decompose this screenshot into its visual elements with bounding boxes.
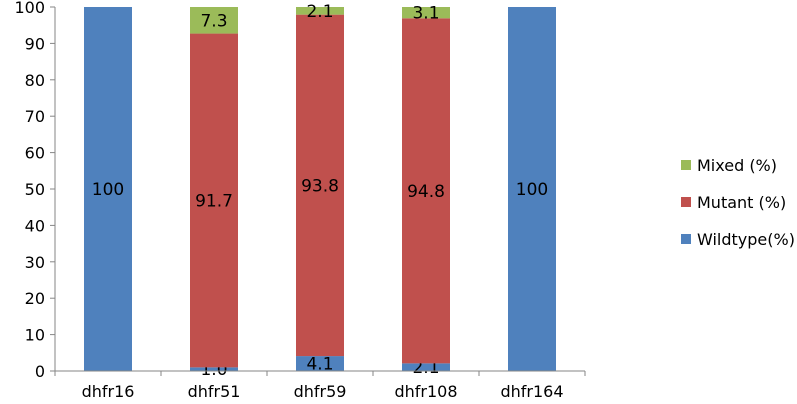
legend-label: Wildtype(%) xyxy=(697,230,795,249)
data-label: 94.8 xyxy=(407,182,445,202)
data-label: 100 xyxy=(516,180,548,200)
bar-dhfr51-mutant xyxy=(190,33,238,368)
x-tick-label: dhfr108 xyxy=(394,382,457,401)
x-tick-label: dhfr51 xyxy=(188,382,241,401)
y-tick-label: 30 xyxy=(25,253,45,272)
data-label: 4.1 xyxy=(306,355,333,375)
y-tick-label: 50 xyxy=(25,180,45,199)
y-tick-label: 10 xyxy=(25,326,45,345)
legend-label: Mixed (%) xyxy=(697,156,777,175)
bar-dhfr108-wildtype xyxy=(402,363,450,371)
y-tick-label: 70 xyxy=(25,107,45,126)
y-tick-label: 60 xyxy=(25,144,45,163)
data-label: 100 xyxy=(92,180,124,200)
x-tick-label: dhfr16 xyxy=(82,382,135,401)
legend-swatch xyxy=(681,234,691,244)
bar-dhfr51-wildtype xyxy=(190,367,238,371)
bar-dhfr59-mixed xyxy=(296,7,344,15)
bar-dhfr59-wildtype xyxy=(296,356,344,371)
y-tick-label: 20 xyxy=(25,289,45,308)
bar-dhfr51-mixed xyxy=(190,7,238,34)
legend-swatch xyxy=(681,160,691,170)
y-tick-label: 40 xyxy=(25,216,45,235)
y-tick-label: 100 xyxy=(14,0,45,17)
bar-dhfr164-wildtype xyxy=(508,7,556,371)
bar-dhfr108-mutant xyxy=(402,18,450,364)
legend-swatch xyxy=(681,197,691,207)
y-tick-label: 80 xyxy=(25,71,45,90)
data-label: 91.7 xyxy=(195,191,233,211)
data-label: 3.1 xyxy=(412,4,439,24)
bar-dhfr16-wildtype xyxy=(84,7,132,371)
data-label: 7.3 xyxy=(200,11,227,31)
x-tick-label: dhfr59 xyxy=(294,382,347,401)
bar-dhfr59-mutant xyxy=(296,14,344,357)
legend-label: Mutant (%) xyxy=(697,193,786,212)
data-label: 93.8 xyxy=(301,176,339,196)
x-tick-label: dhfr164 xyxy=(500,382,563,401)
y-tick-label: 90 xyxy=(25,34,45,53)
bar-dhfr108-mixed xyxy=(402,7,450,19)
y-tick-label: 0 xyxy=(35,362,45,381)
data-label: 2.1 xyxy=(306,2,333,22)
